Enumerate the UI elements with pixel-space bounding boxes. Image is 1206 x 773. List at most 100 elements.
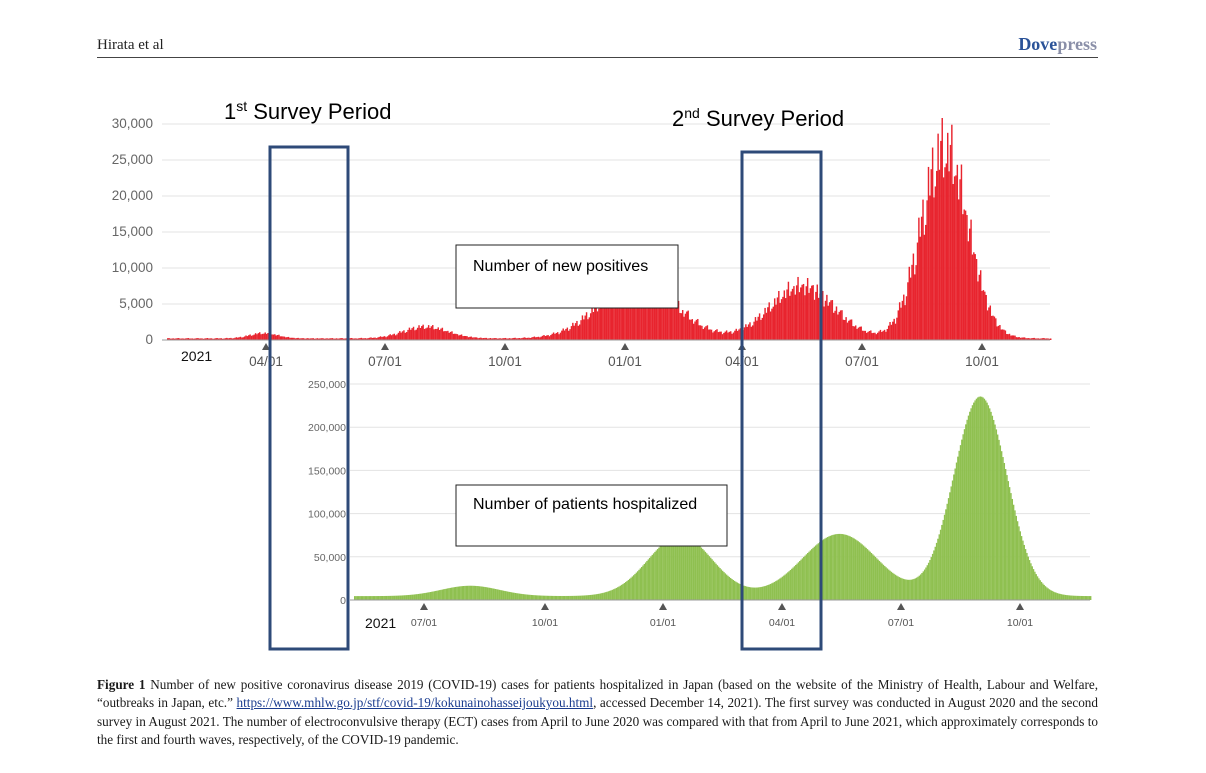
bar [237,337,239,340]
bar [1016,521,1019,600]
bar [999,445,1002,600]
caption-link[interactable]: https://www.mhlw.go.jp/stf/covid-19/koku… [236,695,594,711]
bar [975,398,978,600]
bar [970,408,972,600]
bar [481,586,483,600]
bar [1048,589,1051,600]
bar [366,338,368,340]
bar [569,329,571,340]
bar [825,537,828,600]
bar [506,338,508,340]
bar [540,336,542,340]
bar [894,574,897,600]
bar [511,338,514,340]
bar [640,292,643,340]
bar [383,595,385,600]
bar [620,283,622,340]
bar [734,330,736,340]
bar [711,559,713,600]
bar [480,337,482,340]
bar [1048,338,1051,340]
bar [975,259,978,340]
bar [712,560,715,600]
bar [885,567,887,600]
bar [926,200,928,340]
bar [815,291,817,340]
bar [836,534,838,600]
bar [913,578,915,600]
bar [550,595,553,600]
bar [397,332,400,340]
header-rule [97,57,1098,58]
bar [396,334,398,340]
bar [743,585,745,600]
bar [554,595,556,600]
bar [199,338,202,340]
bar [753,321,755,340]
bar [525,337,527,340]
bar [831,300,834,340]
bar [1034,338,1037,340]
bar [811,285,813,340]
bar [823,306,825,340]
bar [970,219,972,340]
bar [391,595,393,600]
bar [878,560,881,600]
bar [493,338,496,340]
bar [432,325,434,340]
bar [587,319,589,340]
bar [793,566,796,600]
y-tick-label: 10,000 [112,260,153,275]
bar [923,234,926,340]
bar [481,338,483,340]
bar [778,290,780,340]
bar [291,337,294,340]
bar [646,560,648,600]
bar [387,595,389,600]
bar [1064,594,1067,600]
bar [489,587,491,600]
bar [565,595,567,600]
bar [765,585,768,600]
bar [780,299,783,340]
bar [378,336,380,340]
bar [1030,338,1033,340]
bar [532,595,534,600]
bar [326,338,328,340]
bar [578,595,580,600]
bar [601,593,603,600]
bar [1090,596,1092,600]
bar [416,594,418,600]
bar [876,558,878,600]
bar [925,224,927,340]
bar [525,594,527,600]
publisher-logo: Dovepress [1018,34,1097,55]
bar [979,270,982,340]
bar [735,581,737,600]
bar [308,338,310,340]
bar [719,568,721,600]
bar [1071,595,1073,600]
bar [193,338,195,340]
bar [550,335,552,340]
bar [760,586,762,600]
bar [949,492,951,600]
bar [933,197,935,340]
bar [625,582,627,600]
bar [917,576,919,600]
bar [605,592,607,600]
bar [849,536,851,600]
bar [943,514,946,600]
bar [680,535,683,600]
bar [987,405,990,600]
bar [272,334,275,340]
bar [491,338,493,340]
bar [955,462,958,600]
bar [1026,552,1028,600]
bar [382,336,385,340]
bar [528,337,530,340]
bar [800,287,802,340]
bar [708,329,710,340]
bar [978,396,980,600]
bar [983,398,986,600]
